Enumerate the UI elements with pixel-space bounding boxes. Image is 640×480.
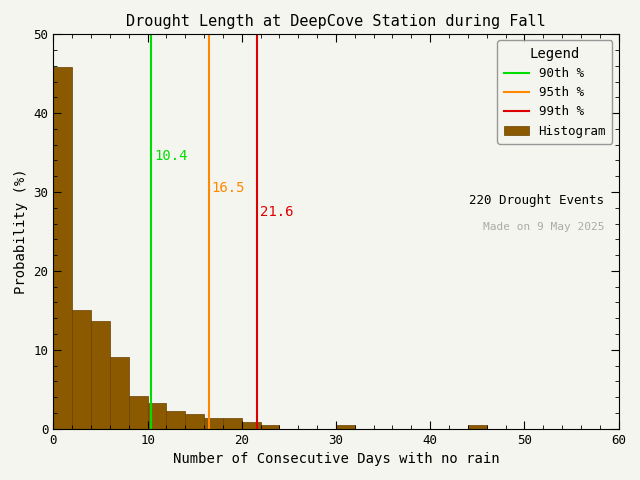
Bar bbox=[166, 410, 185, 429]
Bar bbox=[204, 418, 223, 429]
Y-axis label: Probability (%): Probability (%) bbox=[14, 168, 28, 294]
Bar bbox=[242, 421, 260, 429]
Bar bbox=[110, 357, 129, 429]
Bar bbox=[148, 404, 166, 429]
Text: 16.5: 16.5 bbox=[212, 181, 245, 195]
Bar bbox=[91, 322, 110, 429]
Text: 10.4: 10.4 bbox=[154, 149, 188, 164]
Bar bbox=[129, 396, 148, 429]
Text: 21.6: 21.6 bbox=[260, 204, 293, 219]
Bar bbox=[468, 425, 486, 429]
Text: Made on 9 May 2025: Made on 9 May 2025 bbox=[483, 222, 604, 231]
Bar bbox=[72, 311, 91, 429]
Title: Drought Length at DeepCove Station during Fall: Drought Length at DeepCove Station durin… bbox=[126, 14, 546, 29]
Bar bbox=[223, 418, 242, 429]
X-axis label: Number of Consecutive Days with no rain: Number of Consecutive Days with no rain bbox=[173, 452, 499, 466]
Text: 220 Drought Events: 220 Drought Events bbox=[470, 194, 604, 207]
Bar bbox=[260, 425, 280, 429]
Legend: 90th %, 95th %, 99th %, Histogram: 90th %, 95th %, 99th %, Histogram bbox=[497, 40, 612, 144]
Bar bbox=[53, 67, 72, 429]
Bar bbox=[185, 415, 204, 429]
Bar bbox=[336, 425, 355, 429]
